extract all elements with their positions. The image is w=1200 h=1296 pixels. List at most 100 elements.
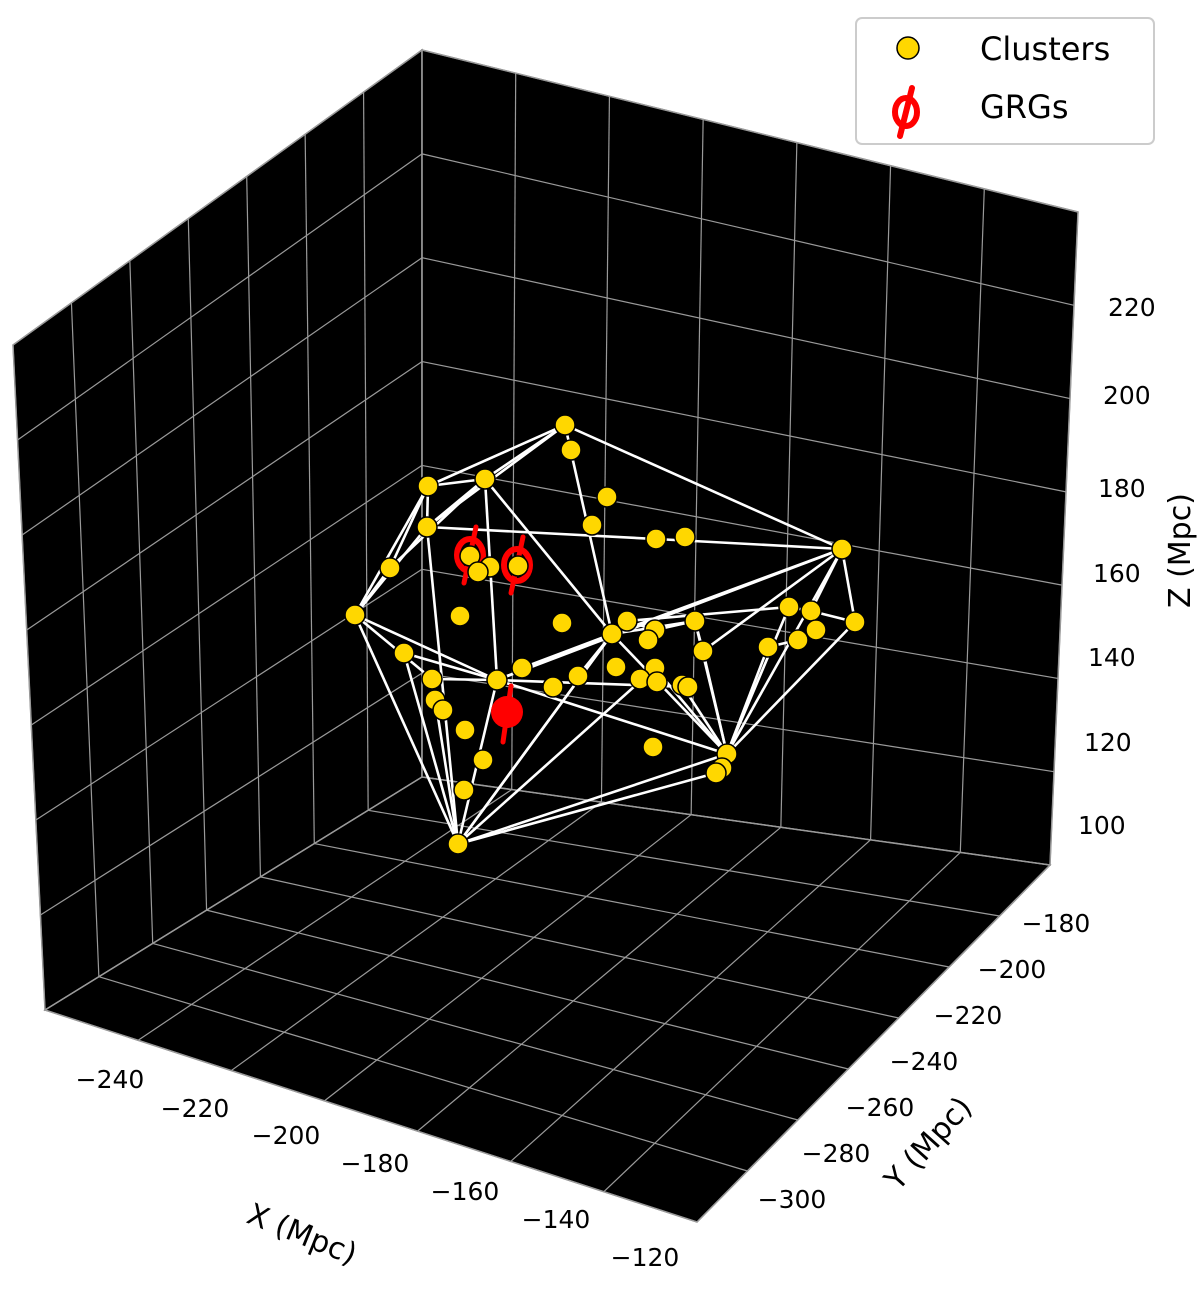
- z-tick-label: 200: [1103, 381, 1151, 410]
- data-points: [344, 414, 866, 855]
- x-axis-label: X (Mpc): [242, 1197, 362, 1273]
- grid-line: [869, 165, 892, 840]
- cluster-point: [674, 526, 696, 548]
- cluster-point: [805, 619, 827, 641]
- cluster-point: [554, 414, 576, 436]
- cluster-point: [542, 676, 564, 698]
- cluster-point: [432, 699, 454, 721]
- network-edge: [426, 423, 566, 529]
- cluster-point: [551, 612, 573, 634]
- grid-line: [187, 218, 208, 911]
- cluster-point: [705, 762, 727, 784]
- grid-line: [421, 257, 1071, 400]
- network-edge: [403, 651, 498, 682]
- grid-line: [314, 842, 950, 968]
- z-tick-label: 220: [1108, 293, 1156, 322]
- cluster-point: [684, 610, 706, 632]
- grid-line: [137, 789, 513, 1041]
- network-edge: [354, 613, 498, 682]
- cluster-point: [454, 719, 476, 741]
- cluster-point: [800, 600, 822, 622]
- grid-line: [30, 464, 423, 726]
- grid-line: [44, 1009, 698, 1223]
- cluster-point: [605, 656, 627, 678]
- grid-line: [421, 360, 1067, 493]
- y-tick-label: −260: [846, 1093, 915, 1122]
- cluster-point: [581, 514, 603, 536]
- grid-line: [603, 851, 961, 1193]
- grid-line: [696, 864, 1051, 1223]
- y-tick-label: −280: [802, 1139, 871, 1168]
- grg-marker: [491, 683, 523, 745]
- x-tick-label: −240: [76, 1065, 145, 1094]
- cluster-point: [637, 629, 659, 651]
- cluster-point: [692, 640, 714, 662]
- network-edge: [425, 526, 460, 845]
- cluster-point: [486, 669, 508, 691]
- network-edge: [457, 752, 728, 846]
- network-edge: [354, 614, 433, 680]
- network-edge: [457, 771, 717, 846]
- cluster-point: [677, 676, 699, 698]
- grid-line: [230, 801, 602, 1072]
- cluster-point: [601, 623, 623, 645]
- grid-line: [70, 302, 100, 977]
- z-tick-label: 100: [1078, 811, 1126, 840]
- y-tick-label: −240: [890, 1047, 959, 1076]
- cluster-point: [645, 528, 667, 550]
- grid-lines: [12, 49, 1079, 1223]
- cluster-point: [393, 642, 415, 664]
- network-edge: [564, 423, 843, 551]
- cluster-point: [447, 833, 469, 855]
- z-axis-label: Z (Mpc): [1163, 493, 1198, 608]
- grid-line: [421, 49, 1079, 213]
- legend-frame: [855, 17, 1155, 145]
- network-edge: [457, 667, 656, 845]
- grid-line: [26, 361, 423, 631]
- network-edge: [483, 478, 499, 681]
- network-edge: [353, 614, 460, 845]
- network-edge: [456, 633, 614, 845]
- grid-line: [1049, 211, 1079, 866]
- cluster-point: [453, 779, 475, 801]
- network-edge: [431, 677, 498, 682]
- cluster-point: [596, 486, 618, 508]
- network-edge: [483, 478, 614, 635]
- network-edge: [701, 650, 729, 755]
- network-edge: [726, 621, 856, 755]
- x-tick-label: −200: [252, 1121, 321, 1150]
- grid-line: [304, 134, 315, 844]
- z-tick-label: 160: [1093, 559, 1141, 588]
- grid-line: [21, 257, 423, 536]
- grg-ring: [501, 546, 533, 584]
- cluster-point: [467, 561, 489, 583]
- cluster-point: [616, 610, 638, 632]
- cluster-point: [560, 439, 582, 461]
- x-tick-label: −140: [522, 1205, 591, 1234]
- cluster-point: [646, 671, 668, 693]
- grid-line: [780, 142, 798, 828]
- network-edge: [840, 548, 857, 623]
- cluster-point: [831, 538, 853, 560]
- grid-line: [40, 672, 423, 916]
- y-tick-label: −200: [978, 955, 1047, 984]
- cluster-point: [379, 557, 401, 579]
- grid-line: [368, 809, 1000, 917]
- grid-line: [421, 776, 1051, 866]
- cluster-point: [778, 596, 800, 618]
- axis-panes: [12, 48, 1079, 1223]
- grid-line: [421, 153, 1075, 306]
- cluster-point: [844, 611, 866, 633]
- grid-line: [324, 814, 692, 1102]
- x-tick-label: −180: [341, 1149, 410, 1178]
- legend-grgs-marker: [892, 85, 920, 139]
- y-tick-label: −220: [934, 1001, 1003, 1030]
- grid-line: [206, 909, 849, 1070]
- y-tick-label: −300: [758, 1185, 827, 1214]
- cluster-point: [511, 657, 533, 679]
- network-edge: [496, 678, 728, 756]
- y-tick-label: −180: [1022, 909, 1091, 938]
- cluster-point: [344, 604, 366, 626]
- network-edge: [725, 646, 770, 755]
